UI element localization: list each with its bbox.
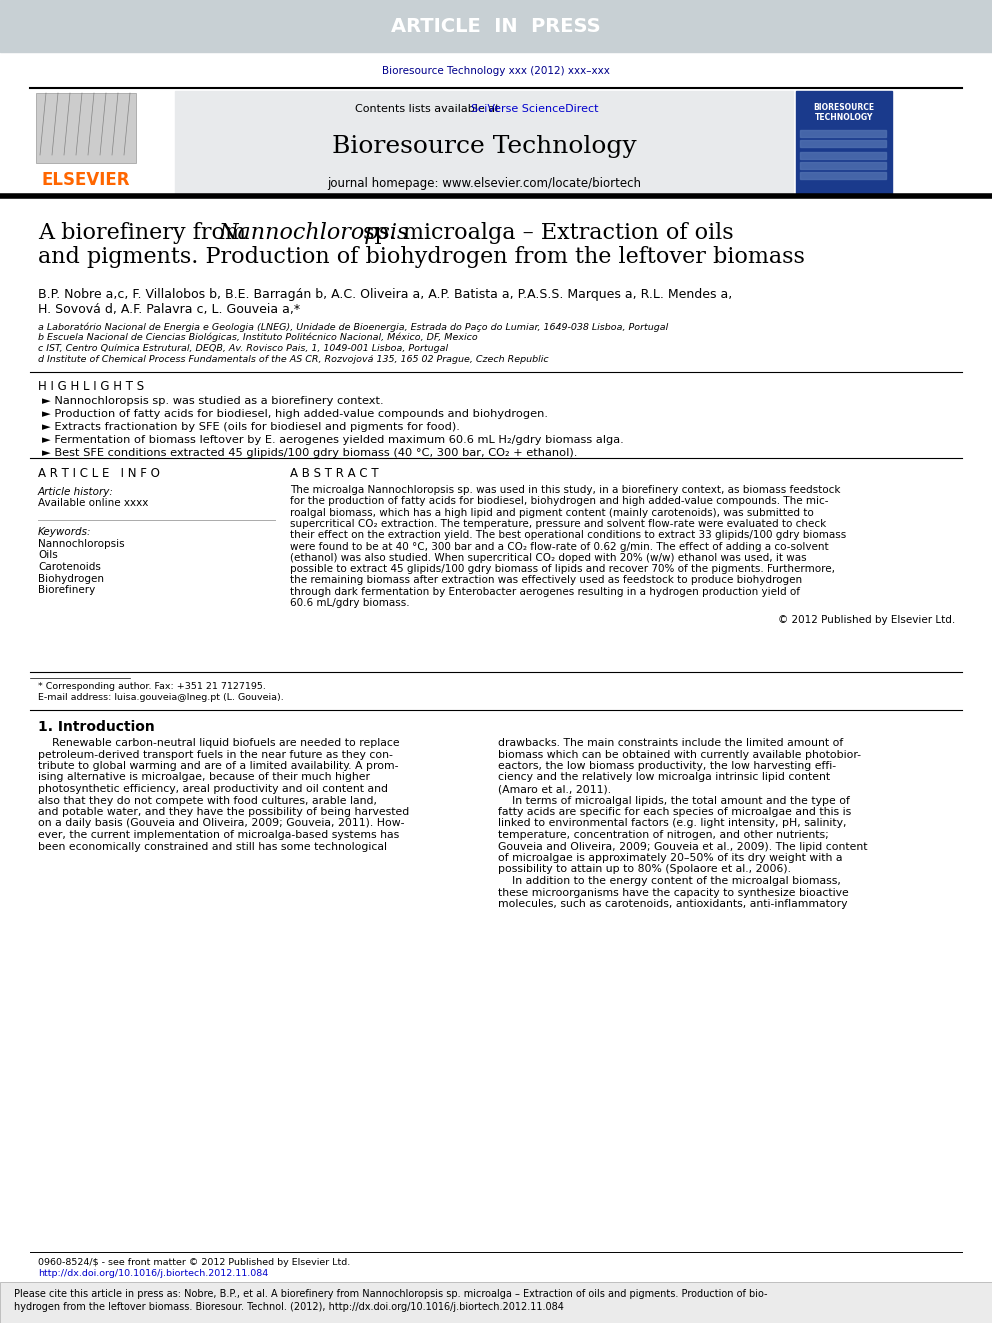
Text: TECHNOLOGY: TECHNOLOGY — [814, 112, 873, 122]
Text: these microorganisms have the capacity to synthesize bioactive: these microorganisms have the capacity t… — [498, 888, 849, 897]
Text: * Corresponding author. Fax: +351 21 7127195.: * Corresponding author. Fax: +351 21 712… — [38, 681, 266, 691]
Text: of microalgae is approximately 20–50% of its dry weight with a: of microalgae is approximately 20–50% of… — [498, 853, 842, 863]
Text: Bioresource Technology xxx (2012) xxx–xxx: Bioresource Technology xxx (2012) xxx–xx… — [382, 66, 610, 75]
Text: SciVerse ScienceDirect: SciVerse ScienceDirect — [471, 105, 599, 114]
Text: Carotenoids: Carotenoids — [38, 562, 101, 572]
Text: ELSEVIER: ELSEVIER — [42, 171, 130, 189]
Text: 0960-8524/$ - see front matter © 2012 Published by Elsevier Ltd.: 0960-8524/$ - see front matter © 2012 Pu… — [38, 1258, 350, 1267]
Text: supercritical CO₂ extraction. The temperature, pressure and solvent flow-rate we: supercritical CO₂ extraction. The temper… — [290, 519, 826, 529]
Text: A R T I C L E   I N F O: A R T I C L E I N F O — [38, 467, 160, 480]
Text: Contents lists available at: Contents lists available at — [355, 105, 503, 114]
Bar — [800, 130, 886, 138]
Text: d Institute of Chemical Process Fundamentals of the AS CR, Rozvojová 135, 165 02: d Institute of Chemical Process Fundamen… — [38, 355, 549, 364]
Text: (Amaro et al., 2011).: (Amaro et al., 2011). — [498, 785, 611, 794]
Text: tribute to global warming and are of a limited availability. A prom-: tribute to global warming and are of a l… — [38, 761, 399, 771]
Text: http://dx.doi.org/10.1016/j.biortech.2012.11.084: http://dx.doi.org/10.1016/j.biortech.201… — [38, 1269, 268, 1278]
Text: B.P. Nobre a,c, F. Villalobos b, B.E. Barragán b, A.C. Oliveira a, A.P. Batista : B.P. Nobre a,c, F. Villalobos b, B.E. Ba… — [38, 288, 732, 302]
Text: © 2012 Published by Elsevier Ltd.: © 2012 Published by Elsevier Ltd. — [778, 615, 955, 626]
Text: ► Production of fatty acids for biodiesel, high added-value compounds and biohyd: ► Production of fatty acids for biodiese… — [42, 409, 548, 419]
Text: 60.6 mL/gdry biomass.: 60.6 mL/gdry biomass. — [290, 598, 410, 609]
Text: fatty acids are specific for each species of microalgae and this is: fatty acids are specific for each specie… — [498, 807, 851, 818]
Text: Nannochloropsis: Nannochloropsis — [38, 538, 125, 549]
Text: ising alternative is microalgae, because of their much higher: ising alternative is microalgae, because… — [38, 773, 370, 782]
Bar — [800, 152, 886, 159]
Text: H. Sovová d, A.F. Palavra c, L. Gouveia a,*: H. Sovová d, A.F. Palavra c, L. Gouveia … — [38, 303, 301, 316]
Text: A biorefinery from: A biorefinery from — [38, 222, 253, 243]
Text: Available online xxxx: Available online xxxx — [38, 497, 149, 508]
Text: ever, the current implementation of microalga-based systems has: ever, the current implementation of micr… — [38, 830, 399, 840]
Text: a Laboratório Nacional de Energia e Geologia (LNEG), Unidade de Bioenergia, Estr: a Laboratório Nacional de Energia e Geol… — [38, 321, 669, 332]
Text: ► Nannochloropsis sp. was studied as a biorefinery context.: ► Nannochloropsis sp. was studied as a b… — [42, 396, 384, 406]
Text: journal homepage: www.elsevier.com/locate/biortech: journal homepage: www.elsevier.com/locat… — [327, 176, 641, 189]
Text: been economically constrained and still has some technological: been economically constrained and still … — [38, 841, 387, 852]
Text: on a daily basis (Gouveia and Oliveira, 2009; Gouveia, 2011). How-: on a daily basis (Gouveia and Oliveira, … — [38, 819, 405, 828]
Text: In addition to the energy content of the microalgal biomass,: In addition to the energy content of the… — [498, 876, 841, 886]
Text: The microalga Nannochloropsis sp. was used in this study, in a biorefinery conte: The microalga Nannochloropsis sp. was us… — [290, 486, 840, 495]
Text: Keywords:: Keywords: — [38, 527, 91, 537]
Text: ► Fermentation of biomass leftover by E. aerogenes yielded maximum 60.6 mL H₂/gd: ► Fermentation of biomass leftover by E.… — [42, 435, 624, 445]
Text: the remaining biomass after extraction was effectively used as feedstock to prod: the remaining biomass after extraction w… — [290, 576, 803, 585]
Text: Renewable carbon-neutral liquid biofuels are needed to replace: Renewable carbon-neutral liquid biofuels… — [38, 738, 400, 747]
Text: Bioresource Technology: Bioresource Technology — [331, 135, 636, 159]
Text: temperature, concentration of nitrogen, and other nutrients;: temperature, concentration of nitrogen, … — [498, 830, 828, 840]
Text: biomass which can be obtained with currently available photobior-: biomass which can be obtained with curre… — [498, 750, 861, 759]
Text: ciency and the relatively low microalga intrinsic lipid content: ciency and the relatively low microalga … — [498, 773, 830, 782]
Text: roalgal biomass, which has a high lipid and pigment content (mainly carotenoids): roalgal biomass, which has a high lipid … — [290, 508, 813, 517]
Text: also that they do not compete with food cultures, arable land,: also that they do not compete with food … — [38, 795, 377, 806]
Text: H I G H L I G H T S: H I G H L I G H T S — [38, 380, 144, 393]
Text: their effect on the extraction yield. The best operational conditions to extract: their effect on the extraction yield. Th… — [290, 531, 846, 540]
Bar — [800, 172, 886, 179]
Text: eactors, the low biomass productivity, the low harvesting effi-: eactors, the low biomass productivity, t… — [498, 761, 836, 771]
Text: and potable water, and they have the possibility of being harvested: and potable water, and they have the pos… — [38, 807, 410, 818]
Text: ► Extracts fractionation by SFE (oils for biodiesel and pigments for food).: ► Extracts fractionation by SFE (oils fo… — [42, 422, 460, 433]
Text: petroleum-derived transport fuels in the near future as they con-: petroleum-derived transport fuels in the… — [38, 750, 393, 759]
Text: Biorefinery: Biorefinery — [38, 585, 95, 595]
Text: (ethanol) was also studied. When supercritical CO₂ doped with 20% (w/w) ethanol : (ethanol) was also studied. When supercr… — [290, 553, 806, 562]
Text: for the production of fatty acids for biodiesel, biohydrogen and high added-valu: for the production of fatty acids for bi… — [290, 496, 828, 507]
Text: c IST, Centro Química Estrutural, DEQB, Av. Rovisco Pais, 1, 1049-001 Lisboa, Po: c IST, Centro Química Estrutural, DEQB, … — [38, 344, 448, 353]
Text: Gouveia and Oliveira, 2009; Gouveia et al., 2009). The lipid content: Gouveia and Oliveira, 2009; Gouveia et a… — [498, 841, 867, 852]
Bar — [36, 93, 136, 163]
Text: 1. Introduction: 1. Introduction — [38, 720, 155, 734]
Text: and pigments. Production of biohydrogen from the leftover biomass: and pigments. Production of biohydrogen … — [38, 246, 805, 269]
Text: Please cite this article in press as: Nobre, B.P., et al. A biorefinery from Nan: Please cite this article in press as: No… — [14, 1289, 768, 1299]
Bar — [800, 140, 886, 147]
Text: In terms of microalgal lipids, the total amount and the type of: In terms of microalgal lipids, the total… — [498, 795, 850, 806]
Text: sp. microalga – Extraction of oils: sp. microalga – Extraction of oils — [356, 222, 734, 243]
Text: Article history:: Article history: — [38, 487, 114, 497]
Text: Oils: Oils — [38, 550, 58, 561]
Bar — [0, 1282, 992, 1323]
Text: possible to extract 45 glipids/100 gdry biomass of lipids and recover 70% of the: possible to extract 45 glipids/100 gdry … — [290, 564, 835, 574]
Text: hydrogen from the leftover biomass. Bioresour. Technol. (2012), http://dx.doi.or: hydrogen from the leftover biomass. Bior… — [14, 1302, 563, 1312]
Text: through dark fermentation by Enterobacter aerogenes resulting in a hydrogen prod: through dark fermentation by Enterobacte… — [290, 586, 800, 597]
Bar — [800, 161, 886, 169]
Text: possibility to attain up to 80% (Spolaore et al., 2006).: possibility to attain up to 80% (Spolaor… — [498, 864, 791, 875]
Text: Biohydrogen: Biohydrogen — [38, 573, 104, 583]
Text: E-mail address: luisa.gouveia@lneg.pt (L. Gouveia).: E-mail address: luisa.gouveia@lneg.pt (L… — [38, 693, 284, 703]
Text: A B S T R A C T: A B S T R A C T — [290, 467, 379, 480]
Bar — [30, 91, 173, 194]
Text: ARTICLE  IN  PRESS: ARTICLE IN PRESS — [391, 17, 601, 37]
Text: molecules, such as carotenoids, antioxidants, anti-inflammatory: molecules, such as carotenoids, antioxid… — [498, 900, 847, 909]
Text: drawbacks. The main constraints include the limited amount of: drawbacks. The main constraints include … — [498, 738, 843, 747]
Text: photosynthetic efficiency, areal productivity and oil content and: photosynthetic efficiency, areal product… — [38, 785, 388, 794]
Text: b Escuela Nacional de Ciencias Biológicas, Instituto Politécnico Nacional, Méxic: b Escuela Nacional de Ciencias Biológica… — [38, 333, 478, 343]
Text: BIORESOURCE: BIORESOURCE — [813, 103, 875, 112]
Bar — [175, 91, 793, 194]
Text: ► Best SFE conditions extracted 45 glipids/100 gdry biomass (40 °C, 300 bar, CO₂: ► Best SFE conditions extracted 45 glipi… — [42, 448, 577, 458]
Text: Nannochloropsis: Nannochloropsis — [218, 222, 409, 243]
Text: were found to be at 40 °C, 300 bar and a CO₂ flow-rate of 0.62 g/min. The effect: were found to be at 40 °C, 300 bar and a… — [290, 541, 828, 552]
Text: linked to environmental factors (e.g. light intensity, pH, salinity,: linked to environmental factors (e.g. li… — [498, 819, 846, 828]
Bar — [0, 0, 992, 52]
Bar — [796, 91, 892, 194]
